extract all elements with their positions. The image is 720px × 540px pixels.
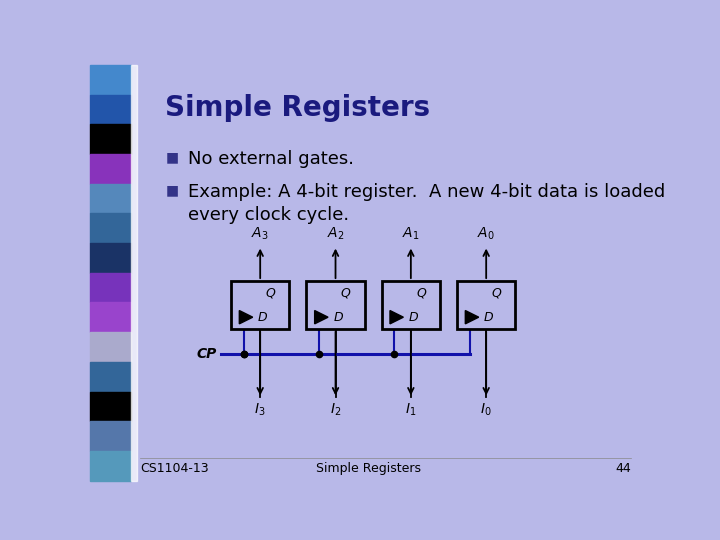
Bar	[90, 154, 131, 184]
Text: $D$: $D$	[333, 310, 344, 323]
Text: every clock cycle.: every clock cycle.	[188, 206, 348, 224]
Bar	[90, 362, 131, 392]
Polygon shape	[315, 310, 328, 324]
Text: CS1104-13: CS1104-13	[140, 462, 209, 475]
Text: $A_2$: $A_2$	[327, 226, 344, 242]
Text: $D$: $D$	[408, 310, 419, 323]
Text: $I_3$: $I_3$	[254, 402, 266, 418]
Text: $D$: $D$	[483, 310, 495, 323]
Text: $A_0$: $A_0$	[477, 226, 495, 242]
Text: ■: ■	[166, 150, 179, 164]
Text: $I_1$: $I_1$	[405, 402, 417, 418]
Text: $Q$: $Q$	[415, 286, 427, 300]
Bar	[90, 243, 131, 273]
Bar	[457, 281, 516, 329]
Text: No external gates.: No external gates.	[188, 150, 354, 168]
Text: $A_3$: $A_3$	[251, 226, 269, 242]
Text: $Q$: $Q$	[491, 286, 503, 300]
Bar	[231, 281, 289, 329]
Text: $I_0$: $I_0$	[480, 402, 492, 418]
Bar	[90, 65, 131, 94]
Bar	[382, 281, 440, 329]
Text: $A_1$: $A_1$	[402, 226, 420, 242]
Bar	[90, 184, 131, 213]
Bar	[90, 421, 131, 451]
Bar	[90, 94, 131, 124]
Bar	[90, 124, 131, 154]
Bar	[90, 451, 131, 481]
Polygon shape	[390, 310, 403, 324]
Text: 44: 44	[616, 462, 631, 475]
Text: $Q$: $Q$	[341, 286, 352, 300]
Text: Example: A 4-bit register.  A new 4-bit data is loaded: Example: A 4-bit register. A new 4-bit d…	[188, 183, 665, 201]
Bar	[306, 281, 365, 329]
Polygon shape	[465, 310, 479, 324]
Bar	[131, 65, 138, 481]
Text: $I_2$: $I_2$	[330, 402, 341, 418]
Bar	[90, 392, 131, 421]
Text: Simple Registers: Simple Registers	[166, 94, 431, 122]
Text: ■: ■	[166, 183, 179, 197]
Text: $Q$: $Q$	[265, 286, 276, 300]
Bar	[90, 273, 131, 302]
Text: Simple Registers: Simple Registers	[317, 462, 421, 475]
Polygon shape	[239, 310, 253, 324]
Text: $D$: $D$	[258, 310, 269, 323]
Text: CP: CP	[197, 347, 217, 361]
Bar	[90, 302, 131, 332]
Bar	[90, 332, 131, 362]
Bar	[90, 213, 131, 243]
